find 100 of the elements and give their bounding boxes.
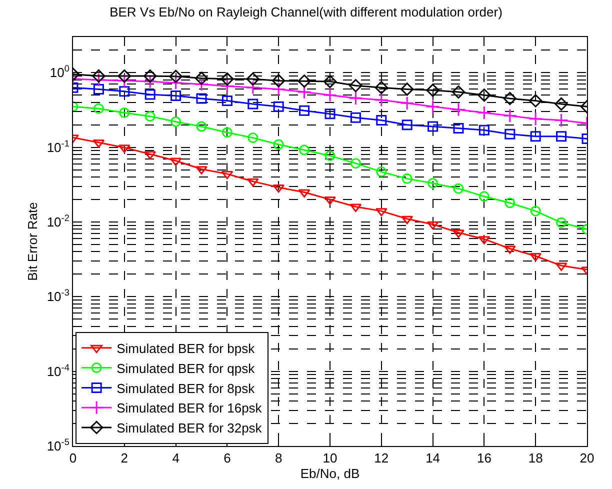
point — [194, 77, 209, 92]
point — [554, 113, 568, 128]
point — [168, 76, 183, 90]
point — [426, 84, 440, 97]
x-tick-label: 10 — [322, 450, 338, 466]
point — [119, 86, 130, 97]
point — [503, 92, 516, 106]
y-tick-label: 10$^{-5}$ — [46, 437, 70, 454]
point — [220, 72, 234, 86]
point — [170, 90, 182, 102]
point — [144, 111, 156, 122]
point — [299, 144, 310, 156]
point — [92, 139, 105, 148]
point — [196, 121, 207, 132]
chart-title: BER Vs Eb/No on Rayleigh Channel(with different modulation order) — [110, 4, 502, 20]
point — [502, 108, 517, 123]
x-tick-label: 12 — [374, 450, 389, 466]
point — [478, 124, 490, 136]
point — [272, 82, 286, 96]
x-tick-label: 8 — [274, 450, 282, 466]
point — [118, 69, 131, 83]
point — [528, 112, 543, 126]
point — [221, 170, 234, 180]
point — [374, 81, 388, 94]
point — [530, 131, 541, 142]
point — [478, 88, 491, 102]
y-tick-label: 10$^{-4}$ — [46, 362, 70, 379]
point — [220, 79, 234, 94]
point — [273, 101, 284, 112]
point — [428, 178, 438, 189]
point — [428, 121, 438, 132]
y-tick-label: 10$^{-2}$ — [46, 213, 70, 230]
point — [92, 69, 106, 83]
legend-label: Simulated BER for bpsk — [116, 340, 256, 356]
point — [402, 173, 412, 184]
point — [196, 166, 208, 174]
point — [248, 98, 258, 110]
point — [170, 158, 182, 166]
point — [144, 69, 157, 83]
x-tick-label: 6 — [224, 450, 231, 466]
point — [117, 74, 132, 88]
point — [400, 96, 414, 110]
point — [324, 196, 336, 205]
point — [426, 221, 439, 230]
point — [529, 94, 542, 108]
point — [401, 216, 414, 224]
point — [299, 105, 310, 116]
point — [530, 206, 541, 216]
point — [451, 102, 466, 117]
point — [222, 96, 232, 106]
point — [402, 120, 412, 130]
point — [453, 183, 464, 194]
point — [504, 128, 516, 140]
point — [376, 166, 387, 178]
legend-label: Simulated BER for 32psk — [116, 420, 262, 436]
point — [170, 116, 182, 127]
point — [119, 108, 130, 118]
point — [426, 100, 440, 114]
point — [222, 127, 232, 138]
point — [350, 112, 361, 123]
x-axis-title: Eb/No, dB — [300, 466, 360, 482]
point — [169, 70, 182, 84]
point — [144, 89, 156, 100]
legend-label: Simulated BER for 8psk — [116, 380, 256, 396]
point — [272, 184, 285, 193]
x-tick-label: 14 — [426, 450, 440, 466]
point — [400, 82, 414, 96]
point — [196, 93, 207, 104]
point — [298, 74, 311, 88]
y-tick-label: 10$^{-3}$ — [46, 288, 70, 304]
point — [348, 91, 363, 106]
point — [298, 189, 310, 198]
point — [478, 191, 490, 202]
x-tick-label: 0 — [69, 450, 77, 466]
point — [452, 230, 464, 238]
point — [272, 74, 286, 88]
point — [93, 103, 104, 114]
point — [376, 115, 387, 126]
point — [554, 97, 568, 111]
point — [92, 72, 106, 87]
point — [477, 106, 492, 120]
point — [453, 122, 464, 134]
point — [452, 85, 466, 99]
point — [322, 88, 338, 102]
y-axis-title: Bit Error Rate — [24, 202, 40, 281]
legend-label: Simulated BER for qpsk — [116, 360, 256, 376]
point — [273, 139, 284, 150]
point — [194, 72, 208, 85]
y-tick-label: 10$^{0}$ — [50, 64, 70, 80]
point — [374, 92, 388, 108]
legend-label: Simulated BER for 16psk — [116, 400, 262, 416]
point — [504, 198, 516, 208]
point — [246, 72, 260, 86]
point — [297, 84, 312, 100]
point — [246, 178, 259, 187]
x-tick-label: 18 — [528, 450, 543, 466]
x-tick-label: 2 — [120, 450, 128, 466]
point — [556, 217, 567, 228]
x-tick-label: 20 — [580, 450, 594, 466]
point — [246, 80, 260, 95]
